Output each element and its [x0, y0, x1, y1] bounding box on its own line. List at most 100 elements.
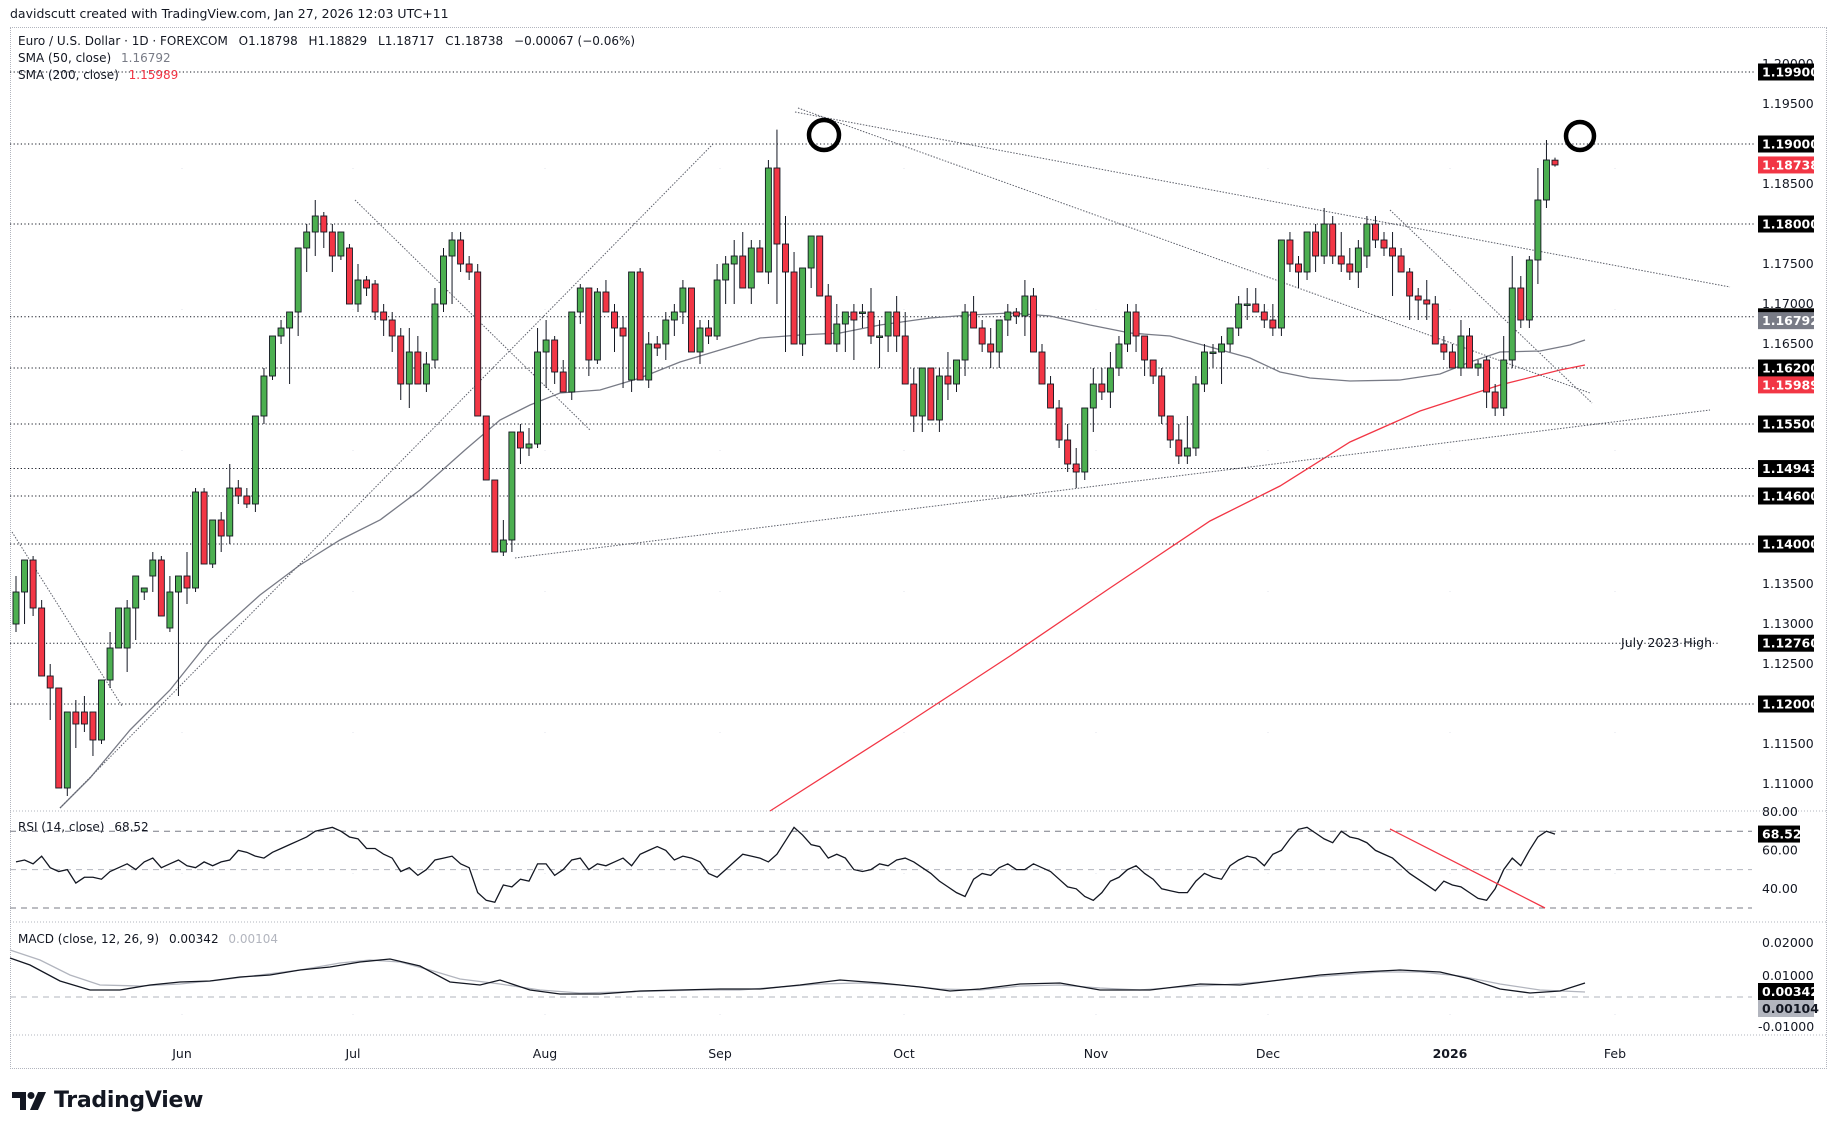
candle[interactable]	[602, 291, 610, 313]
candle[interactable]	[234, 487, 242, 497]
candle[interactable]	[1029, 295, 1037, 353]
candle[interactable]	[1175, 439, 1183, 457]
candle[interactable]	[1047, 383, 1055, 409]
candle[interactable]	[893, 311, 901, 337]
candle[interactable]	[756, 247, 764, 273]
candle[interactable]	[106, 647, 114, 681]
candle[interactable]	[782, 243, 789, 273]
candle[interactable]	[1295, 263, 1302, 273]
candle[interactable]	[764, 167, 772, 273]
candle[interactable]	[1491, 391, 1499, 409]
candle[interactable]	[576, 287, 584, 313]
rsi-line[interactable]	[15, 826, 1556, 903]
sma200-legend[interactable]: SMA (200, close) 1.15989	[18, 68, 178, 82]
candle[interactable]	[901, 335, 909, 385]
candle[interactable]	[1380, 239, 1388, 249]
candle[interactable]	[773, 167, 781, 245]
candle[interactable]	[431, 303, 439, 361]
candle[interactable]	[884, 311, 892, 337]
candle[interactable]	[1337, 255, 1345, 265]
candle[interactable]	[346, 247, 353, 305]
candle[interactable]	[457, 239, 465, 265]
candle[interactable]	[1269, 319, 1277, 329]
candle[interactable]	[440, 255, 447, 305]
candle[interactable]	[1423, 299, 1431, 305]
candle[interactable]	[397, 335, 405, 385]
candle[interactable]	[1243, 303, 1251, 306]
candle[interactable]	[89, 711, 97, 741]
candle[interactable]	[149, 559, 157, 577]
candle[interactable]	[294, 247, 302, 313]
high-circle-annotation[interactable]	[806, 117, 842, 153]
candle[interactable]	[1414, 295, 1422, 301]
candle[interactable]	[935, 375, 943, 421]
candle[interactable]	[790, 271, 798, 345]
candle[interactable]	[1542, 159, 1550, 201]
candle[interactable]	[12, 591, 20, 625]
candle[interactable]	[1286, 239, 1294, 265]
candle[interactable]	[1081, 407, 1089, 473]
candle[interactable]	[1158, 375, 1166, 417]
candle[interactable]	[200, 491, 208, 565]
candle[interactable]	[1209, 351, 1217, 354]
candle[interactable]	[1483, 359, 1491, 393]
candle[interactable]	[1183, 447, 1191, 457]
candle[interactable]	[363, 279, 370, 289]
candle[interactable]	[63, 711, 71, 789]
trendline[interactable]	[514, 409, 1711, 559]
candle[interactable]	[1312, 231, 1320, 257]
trendline[interactable]	[11, 531, 123, 707]
tradingview-logo[interactable]: TradingView	[12, 1088, 203, 1113]
candle[interactable]	[1406, 271, 1414, 297]
candle[interactable]	[1038, 351, 1046, 385]
candle[interactable]	[251, 415, 259, 505]
candle[interactable]	[1106, 367, 1114, 393]
candle[interactable]	[414, 351, 422, 385]
candle[interactable]	[1149, 359, 1157, 377]
candle[interactable]	[499, 539, 507, 553]
candle[interactable]	[961, 311, 969, 361]
candle[interactable]	[739, 255, 747, 289]
candle[interactable]	[1098, 383, 1106, 393]
candle[interactable]	[1440, 343, 1448, 353]
candle[interactable]	[636, 271, 644, 381]
candle[interactable]	[1448, 351, 1456, 369]
candle[interactable]	[474, 271, 482, 417]
candle[interactable]	[995, 319, 1003, 353]
candle[interactable]	[730, 255, 738, 265]
candle[interactable]	[517, 431, 524, 449]
candle[interactable]	[1200, 351, 1208, 385]
candle[interactable]	[380, 311, 388, 321]
candle[interactable]	[1346, 263, 1354, 273]
candle[interactable]	[1525, 259, 1533, 321]
candle[interactable]	[850, 311, 858, 321]
trendline[interactable]	[797, 107, 1591, 394]
candle[interactable]	[448, 239, 456, 257]
candle[interactable]	[260, 375, 268, 417]
candle[interactable]	[1235, 303, 1243, 329]
candle[interactable]	[534, 351, 541, 445]
candle[interactable]	[611, 311, 618, 329]
candle[interactable]	[1226, 327, 1234, 345]
candle[interactable]	[388, 319, 396, 337]
candle[interactable]	[277, 327, 285, 337]
candle[interactable]	[679, 287, 687, 313]
sma200-line[interactable]	[769, 364, 1586, 812]
candle[interactable]	[1389, 247, 1397, 257]
trendline[interactable]	[354, 199, 591, 431]
sma50-line[interactable]	[59, 312, 1586, 809]
candle[interactable]	[978, 327, 986, 345]
candle[interactable]	[311, 215, 319, 233]
candle[interactable]	[166, 591, 174, 629]
candle[interactable]	[918, 367, 926, 417]
candle[interactable]	[559, 371, 567, 393]
candle[interactable]	[38, 607, 46, 677]
candle[interactable]	[123, 607, 131, 649]
candle[interactable]	[491, 479, 499, 553]
candle[interactable]	[29, 559, 37, 609]
candle[interactable]	[140, 587, 148, 593]
candle[interactable]	[1004, 311, 1012, 321]
candle[interactable]	[286, 311, 294, 329]
candle[interactable]	[157, 559, 165, 617]
